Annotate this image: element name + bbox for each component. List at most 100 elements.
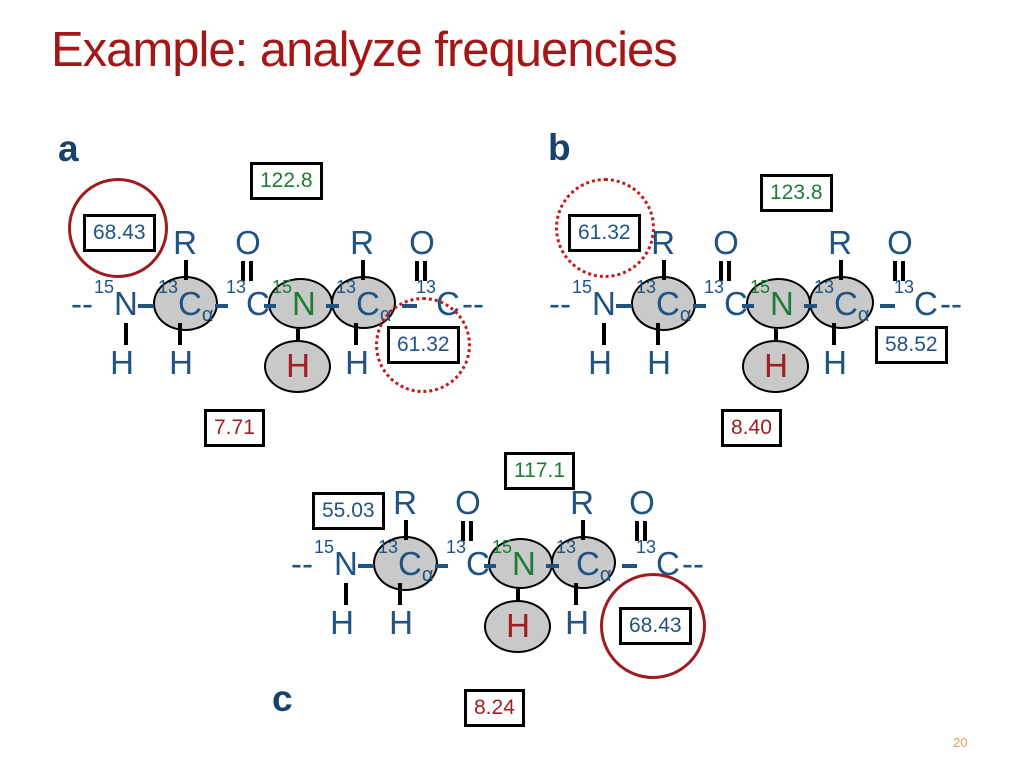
double-bond xyxy=(423,261,427,281)
carbon-symbol: C xyxy=(246,285,270,322)
isotope-15: 15 xyxy=(492,537,513,557)
backbone-bond xyxy=(215,304,228,308)
oxygen-label: O xyxy=(409,224,435,261)
chain-start-dashes: -- xyxy=(71,285,93,322)
nitrogen-symbol: N xyxy=(512,545,536,582)
isotope-15: 15 xyxy=(272,277,293,297)
chain-start-dashes: -- xyxy=(291,545,313,582)
n15-atom: 15N xyxy=(94,278,138,322)
oxygen-label: O xyxy=(887,224,913,261)
c13-alpha1-atom: 13Cα xyxy=(158,278,213,325)
nitrogen-symbol: N xyxy=(114,285,138,322)
carbon-symbol: C xyxy=(178,285,202,322)
double-bond xyxy=(461,521,465,541)
backbone-bond xyxy=(138,304,154,308)
panel-label: b xyxy=(548,127,571,168)
amide-n-ellipse xyxy=(746,278,811,329)
single-bond xyxy=(774,329,778,342)
single-bond xyxy=(344,583,348,605)
hydrogen-label: H xyxy=(647,344,671,381)
isotope-13: 13 xyxy=(226,277,247,297)
shift-box-top: 122.8 xyxy=(250,162,323,201)
isotope-13: 13 xyxy=(378,537,399,557)
backbone-bond xyxy=(804,304,817,308)
backbone-bond xyxy=(484,564,496,568)
highlight-circle-solid xyxy=(68,178,168,278)
backbone-bond xyxy=(546,564,559,568)
carbon-symbol: C xyxy=(834,285,858,322)
highlight-circle-dotted xyxy=(555,178,655,278)
backbone-bond xyxy=(616,304,632,308)
single-bond xyxy=(404,520,408,540)
double-bond xyxy=(727,261,731,281)
backbone-bond xyxy=(435,564,448,568)
highlight-circle-dotted xyxy=(375,297,471,393)
single-bond xyxy=(602,323,606,345)
single-bond xyxy=(656,323,660,345)
chain-end-dashes: -- xyxy=(682,545,704,582)
calpha1-ellipse xyxy=(631,276,696,331)
carbon-symbol: C xyxy=(398,545,422,582)
single-bond xyxy=(361,260,365,280)
double-bond xyxy=(719,261,723,281)
amide-hydrogen-label: H xyxy=(286,347,310,384)
backbone-bond xyxy=(742,304,754,308)
chain-end-dashes: -- xyxy=(462,285,484,322)
carbonyl-c1-atom: 13C xyxy=(446,538,490,582)
r-group-label: R xyxy=(570,484,594,521)
amide-n-ellipse xyxy=(488,538,553,589)
backbone-bond xyxy=(693,304,706,308)
single-bond xyxy=(662,260,666,280)
alpha-subscript: α xyxy=(599,564,612,586)
isotope-13: 13 xyxy=(336,277,357,297)
isotope-13: 13 xyxy=(446,537,467,557)
shift-box-right: 68.43 xyxy=(619,607,692,646)
single-bond xyxy=(296,329,300,342)
carbonyl-c1-atom: 13C xyxy=(226,278,270,322)
shift-box-bottom: 8.40 xyxy=(721,409,782,448)
chain-end-dashes: -- xyxy=(940,285,962,322)
r-group-label: R xyxy=(350,224,374,261)
panel-a: a 68.43 122.8 61.32 7.71 R O R O -- 15N … xyxy=(58,126,508,476)
isotope-15: 15 xyxy=(94,277,115,297)
carbon-symbol: C xyxy=(466,545,490,582)
amide-hydrogen-label: H xyxy=(764,347,788,384)
hydrogen-label: H xyxy=(110,344,134,381)
backbone-bond xyxy=(358,564,374,568)
isotope-15: 15 xyxy=(572,277,593,297)
hydrogen-label: H xyxy=(588,344,612,381)
nitrogen-symbol: N xyxy=(592,285,616,322)
isotope-13: 13 xyxy=(636,537,657,557)
single-bond xyxy=(178,323,182,345)
single-bond xyxy=(124,323,128,345)
single-bond xyxy=(516,589,520,602)
shift-box-upper-left: 68.43 xyxy=(83,214,156,253)
nitrogen-symbol: N xyxy=(334,545,358,582)
amide-n-ellipse xyxy=(268,278,333,329)
hydrogen-label: H xyxy=(169,344,193,381)
double-bond xyxy=(241,261,245,281)
hydrogen-label: H xyxy=(345,344,369,381)
shift-box-bottom: 8.24 xyxy=(464,689,525,728)
nitrogen-symbol: N xyxy=(292,285,316,322)
carbon-symbol: C xyxy=(724,285,748,322)
panel-label: c xyxy=(272,678,293,719)
highlight-circle-solid xyxy=(600,573,706,679)
slide-title: Example: analyze frequencies xyxy=(51,23,678,77)
single-bond xyxy=(574,583,578,605)
carbon-symbol: C xyxy=(914,285,938,322)
r-group-label: R xyxy=(828,224,852,261)
single-bond xyxy=(184,260,188,280)
c13-alpha2-atom: 13Cα xyxy=(814,278,869,325)
alpha-subscript: α xyxy=(679,304,692,326)
backbone-bond xyxy=(622,564,637,568)
single-bond xyxy=(398,583,402,605)
double-bond xyxy=(643,521,647,541)
isotope-15: 15 xyxy=(314,537,335,557)
oxygen-label: O xyxy=(713,224,739,261)
calpha2-ellipse xyxy=(331,276,396,329)
carbonyl-c2-atom: 13C xyxy=(636,538,680,582)
isotope-13: 13 xyxy=(814,277,835,297)
shift-box-right: 58.52 xyxy=(875,326,948,365)
n15-amide-atom: 15N xyxy=(750,278,794,322)
